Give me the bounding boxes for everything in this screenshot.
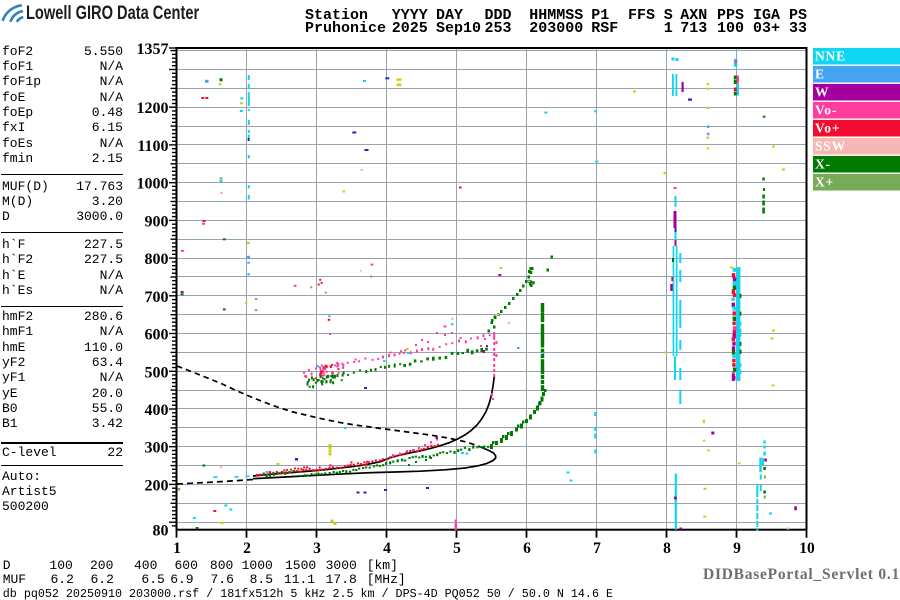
svg-text:5: 5 [453,540,461,557]
svg-text:7: 7 [593,540,601,557]
svg-text:600: 600 [145,327,169,344]
svg-text:500: 500 [145,364,169,381]
svg-text:400: 400 [145,402,169,419]
svg-text:800: 800 [145,251,169,268]
svg-text:NNE: NNE [815,49,846,64]
svg-text:2: 2 [243,540,251,557]
svg-text:300: 300 [145,440,169,457]
svg-text:700: 700 [145,289,169,306]
svg-text:X-: X- [815,157,831,172]
svg-text:Vo+: Vo+ [815,121,840,136]
svg-text:1200: 1200 [137,100,169,117]
svg-text:Vo-: Vo- [815,103,837,118]
svg-text:1: 1 [173,540,181,557]
svg-text:3: 3 [313,540,321,557]
svg-text:1000: 1000 [137,176,169,193]
svg-text:X+: X+ [815,175,834,190]
svg-text:1100: 1100 [137,138,168,155]
svg-text:W: W [815,85,829,100]
svg-text:SSW: SSW [815,139,846,154]
svg-text:10: 10 [799,540,815,557]
svg-text:900: 900 [145,213,169,230]
svg-text:4: 4 [383,540,391,557]
svg-text:8: 8 [663,540,671,557]
svg-text:E: E [815,67,825,82]
svg-text:80: 80 [153,523,169,540]
svg-text:200: 200 [145,477,169,494]
svg-text:6: 6 [523,540,531,557]
svg-text:1357: 1357 [137,41,169,58]
svg-text:9: 9 [733,540,741,557]
